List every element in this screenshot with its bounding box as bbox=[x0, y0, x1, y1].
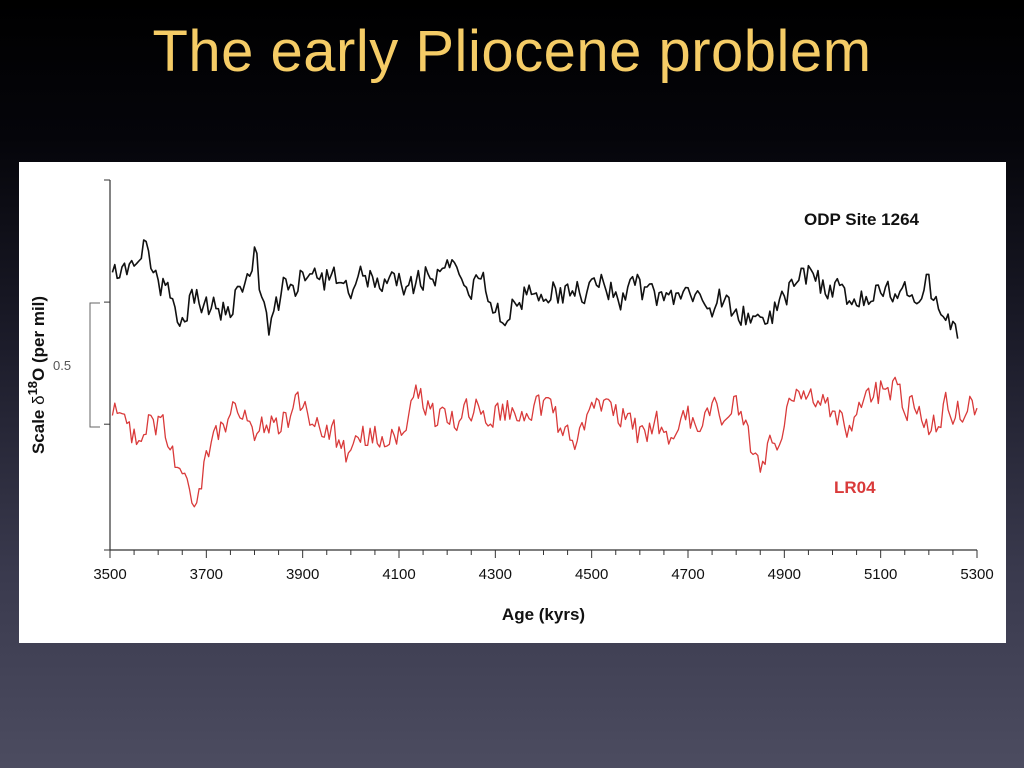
y-axis-title-delta: δ bbox=[29, 395, 48, 404]
y-axis-title-superscript: 18 bbox=[25, 381, 40, 395]
x-axis-tick-labels: 3500 3700 3900 4100 4300 4500 4700 4900 5100 5300 bbox=[93, 566, 993, 583]
x-tick-label: 3900 bbox=[286, 566, 319, 583]
series-line-lr04 bbox=[111, 376, 978, 508]
x-axis-title: Age (kyrs) bbox=[502, 605, 585, 624]
x-axis-ticks bbox=[109, 550, 978, 558]
x-tick-label: 4700 bbox=[671, 566, 704, 583]
y-axis-title-suffix: O (per mil) bbox=[29, 296, 48, 381]
series-layer bbox=[111, 239, 978, 508]
y-axis-title: Scale δ18O (per mil) bbox=[25, 296, 48, 454]
series-label-lr04: LR04 bbox=[834, 478, 876, 497]
x-tick-label: 3700 bbox=[190, 566, 223, 583]
slide-title: The early Pliocene problem bbox=[152, 19, 872, 84]
figure-panel: 3500 3700 3900 4100 4300 4500 4700 4900 5100 5300… bbox=[19, 162, 1006, 643]
scale-bracket bbox=[89, 302, 100, 428]
series-line-odp-site-1264 bbox=[111, 239, 959, 339]
scale-bar: 0.5 bbox=[53, 302, 100, 428]
series-labels: ODP Site 1264 LR04 bbox=[804, 210, 920, 497]
y-axis-ticks bbox=[104, 179, 110, 551]
x-tick-label: 4100 bbox=[382, 566, 415, 583]
x-tick-label: 5100 bbox=[864, 566, 897, 583]
x-tick-label: 5300 bbox=[960, 566, 993, 583]
y-axis-title-prefix: Scale bbox=[29, 405, 48, 454]
axes: 3500 3700 3900 4100 4300 4500 4700 4900 5100 5300 bbox=[93, 179, 994, 583]
x-tick-label: 4500 bbox=[575, 566, 608, 583]
x-tick-label: 4300 bbox=[479, 566, 512, 583]
series-label-odp-site-1264: ODP Site 1264 bbox=[804, 210, 920, 229]
scale-bar-label: 0.5 bbox=[53, 358, 71, 373]
x-tick-label: 3500 bbox=[93, 566, 126, 583]
chart: 3500 3700 3900 4100 4300 4500 4700 4900 5100 5300… bbox=[25, 179, 994, 624]
x-tick-label: 4900 bbox=[768, 566, 801, 583]
